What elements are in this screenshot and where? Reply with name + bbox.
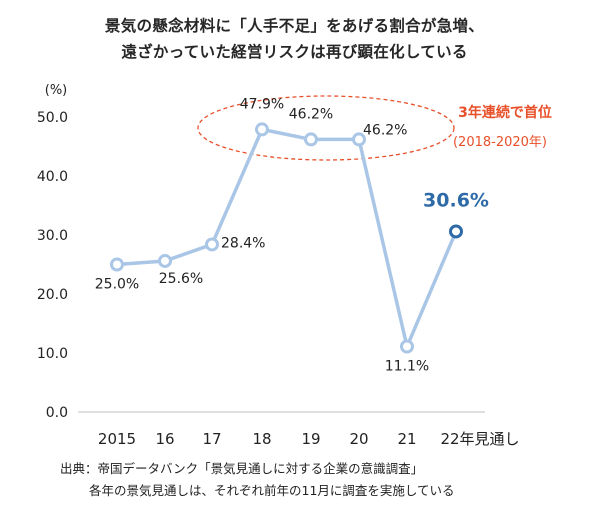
y-tick-label: 40.0 — [37, 169, 68, 185]
data-label: 25.6% — [159, 271, 203, 287]
data-point — [205, 237, 219, 252]
series-polyline — [116, 127, 458, 349]
data-point — [352, 132, 366, 147]
chart-title-line-1: 景気の懸念材料に「人手不足」をあげる割合が急増、 — [104, 17, 485, 35]
data-point — [255, 122, 269, 137]
y-tick-label: 10.0 — [37, 346, 68, 362]
source-line-2: 各年の景気見通しは、それぞれ前年の11月に調査を実施している — [89, 483, 455, 498]
data-label: 46.2% — [363, 122, 407, 138]
annotation-main: 3年連続で首位 — [458, 104, 552, 121]
x-axis: 2015 16 17 18 19 20 21 22年見通し — [78, 411, 520, 448]
series-line — [116, 127, 458, 349]
x-tick-label: 17 — [202, 430, 221, 448]
y-tick-label: 50.0 — [37, 110, 68, 126]
y-tick-label: 30.0 — [37, 228, 68, 244]
y-axis-unit: (%) — [45, 83, 68, 98]
annotation-sub: (2018-2020年) — [453, 135, 547, 150]
data-label: 11.1% — [385, 359, 429, 375]
data-label: 47.9% — [240, 96, 284, 112]
x-tick-label: 2015 — [98, 430, 136, 448]
source-line-1: 出典：帝国データバンク「景気見通しに対する企業の意識調査」 — [60, 461, 424, 476]
data-point — [110, 257, 124, 272]
data-label: 28.4% — [221, 235, 265, 251]
data-point-highlight — [449, 224, 463, 239]
data-label: 25.0% — [95, 277, 139, 293]
data-point — [304, 132, 318, 147]
x-tick-label: 20 — [349, 430, 368, 448]
x-tick-label: 21 — [397, 430, 416, 448]
data-label: 46.2% — [289, 106, 333, 122]
y-tick-label: 20.0 — [37, 287, 68, 303]
chart-title-line-2: 遠ざかっていた経営リスクは再び顕在化している — [121, 43, 468, 61]
x-tick-label: 19 — [301, 430, 320, 448]
y-tick-label: 0.0 — [46, 405, 68, 421]
x-tick-label: 16 — [155, 430, 174, 448]
x-tick-label: 18 — [252, 430, 271, 448]
highlight-ellipse — [197, 95, 455, 161]
data-label-highlight: 30.6% — [423, 189, 489, 211]
data-point — [400, 339, 414, 354]
x-tick-label: 22年見通し — [440, 430, 519, 448]
data-point — [158, 253, 172, 268]
y-axis: 0.0 10.0 20.0 30.0 40.0 50.0 (%) — [37, 83, 68, 421]
